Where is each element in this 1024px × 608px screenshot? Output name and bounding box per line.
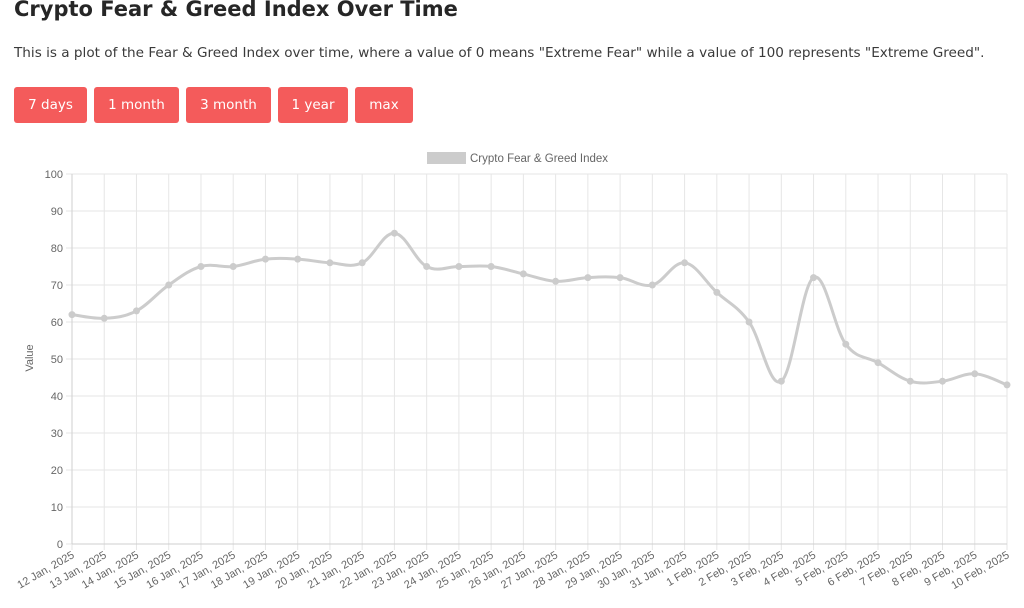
data-point[interactable] (358, 259, 366, 267)
data-point[interactable] (132, 307, 140, 315)
y-axis-title: Value (24, 344, 36, 371)
page-description: This is a plot of the Fear & Greed Index… (14, 45, 985, 61)
legend-label: Crypto Fear & Greed Index (470, 153, 608, 165)
chart-grid (66, 173, 1008, 550)
data-point[interactable] (842, 340, 850, 348)
data-point[interactable] (229, 263, 237, 270)
range-1-year-button[interactable]: 1 year (278, 87, 348, 123)
y-tick-label: 70 (51, 280, 63, 292)
data-point[interactable] (906, 377, 914, 385)
data-point[interactable] (681, 259, 689, 267)
data-point[interactable] (165, 281, 173, 289)
data-point[interactable] (939, 377, 947, 385)
y-axis-ticks: 0 10 20 30 40 50 60 70 80 90 100 (45, 169, 63, 551)
chart-legend[interactable]: Crypto Fear & Greed Index (427, 152, 608, 165)
y-tick-label: 50 (51, 354, 63, 366)
y-tick-label: 100 (45, 169, 63, 181)
legend-swatch (427, 152, 466, 164)
range-max-button[interactable]: max (355, 87, 413, 123)
y-tick-label: 20 (51, 465, 63, 477)
data-point[interactable] (616, 274, 624, 282)
data-point[interactable] (713, 288, 721, 296)
data-point[interactable] (971, 370, 979, 378)
y-tick-label: 80 (51, 243, 63, 255)
data-point[interactable] (810, 274, 818, 282)
data-point[interactable] (261, 255, 269, 263)
range-1-month-button[interactable]: 1 month (94, 87, 179, 123)
y-tick-label: 30 (51, 428, 63, 440)
data-point[interactable] (1003, 381, 1011, 389)
range-3-month-button[interactable]: 3 month (186, 87, 271, 123)
data-point[interactable] (519, 270, 527, 278)
data-point[interactable] (100, 314, 108, 322)
series-line (71, 231, 1008, 387)
range-7-days-button[interactable]: 7 days (14, 87, 87, 123)
page-title: Crypto Fear & Greed Index Over Time (14, 0, 458, 21)
chart-series (68, 229, 1011, 389)
data-point[interactable] (777, 377, 785, 385)
data-point[interactable] (294, 255, 302, 263)
fear-greed-chart[interactable]: Crypto Fear & Greed Index 0 10 20 30 40 50 60 7… (0, 140, 1024, 608)
data-point[interactable] (874, 359, 882, 367)
data-point[interactable] (584, 274, 592, 282)
data-point[interactable] (552, 277, 560, 285)
data-point[interactable] (648, 281, 656, 289)
data-point[interactable] (455, 263, 463, 270)
data-point[interactable] (68, 311, 76, 319)
data-point[interactable] (423, 263, 431, 270)
y-tick-label: 0 (57, 539, 63, 551)
data-point[interactable] (326, 259, 334, 267)
y-tick-label: 10 (51, 502, 63, 514)
y-tick-label: 90 (51, 206, 63, 218)
y-tick-label: 40 (51, 391, 63, 403)
y-tick-label: 60 (51, 317, 63, 329)
data-point[interactable] (197, 263, 205, 270)
data-point[interactable] (487, 263, 495, 270)
data-point[interactable] (390, 229, 398, 237)
data-point[interactable] (745, 318, 753, 326)
